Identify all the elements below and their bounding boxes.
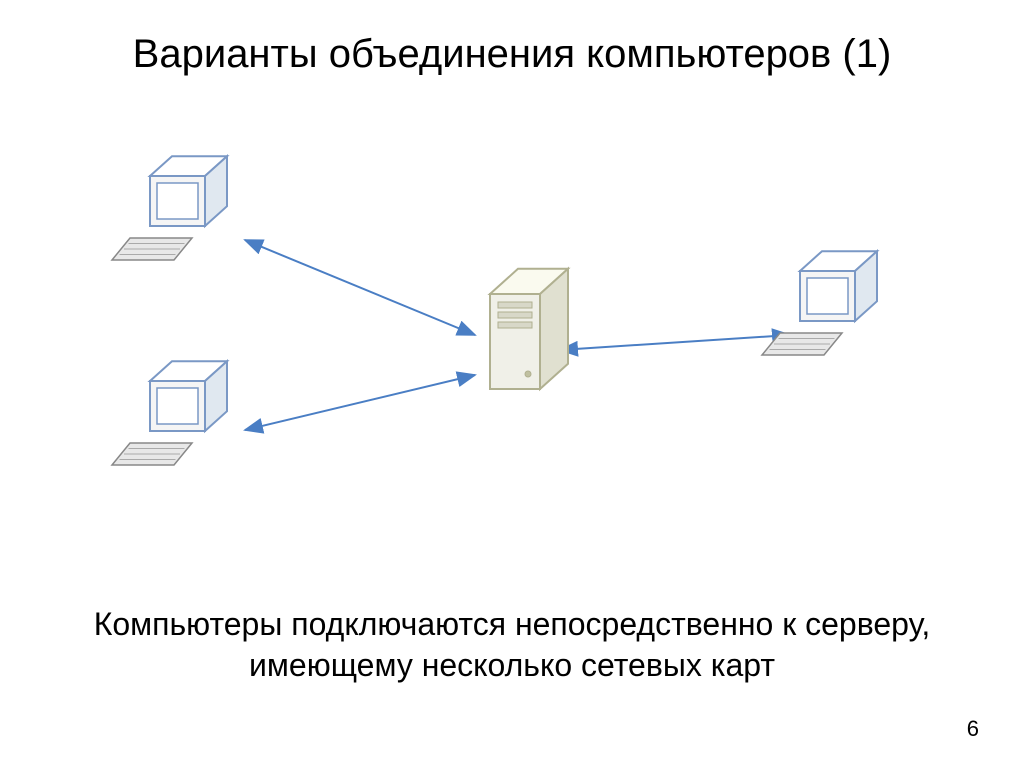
diagram-svg	[0, 140, 1024, 540]
description-text: Компьютеры подключаются непосредственно …	[0, 604, 1024, 687]
computer-icon	[112, 361, 227, 465]
page-title: Варианты объединения компьютеров (1)	[0, 0, 1024, 78]
page-number: 6	[967, 716, 979, 742]
computer-icon	[762, 251, 877, 355]
computer-icon	[112, 156, 227, 260]
connection-line	[560, 335, 790, 350]
connection-line	[245, 375, 475, 430]
network-diagram	[0, 140, 1024, 540]
server-icon	[490, 269, 568, 389]
connection-line	[245, 240, 475, 335]
